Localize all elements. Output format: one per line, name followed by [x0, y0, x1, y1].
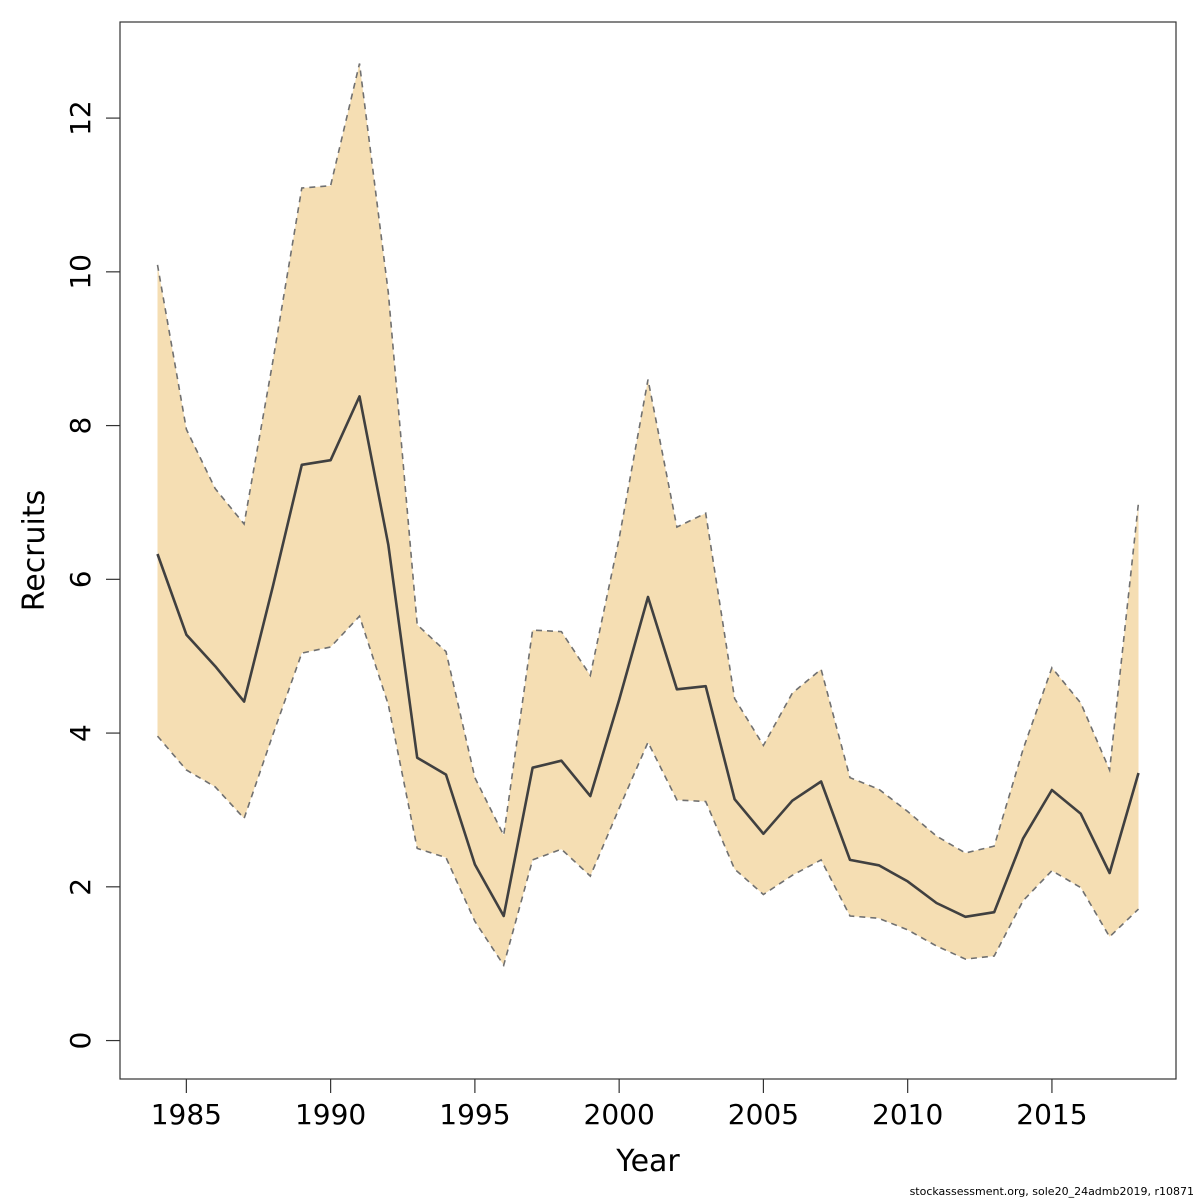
x-tick-label-1985: 1985 — [151, 1098, 222, 1131]
plot-frame — [119, 21, 1177, 1080]
plot-area — [156, 63, 1140, 968]
confidence-band — [157, 63, 1139, 966]
x-axis-title: Year — [615, 1144, 680, 1179]
x-axis: 1985 1990 1995 2000 2005 2010 2015 — [151, 1079, 1088, 1131]
y-tick-label-2: 2 — [64, 878, 97, 896]
lower-bound-line — [156, 614, 1140, 968]
x-tick-label-1990: 1990 — [295, 1098, 366, 1131]
median-line — [156, 395, 1140, 919]
x-tick-label-1995: 1995 — [439, 1098, 510, 1131]
x-tick-label-2010: 2010 — [872, 1098, 943, 1131]
y-axis-title: Recruits — [17, 490, 52, 612]
upper-bound-line — [156, 63, 1140, 854]
x-tick-label-2005: 2005 — [728, 1098, 799, 1131]
y-axis: 0 2 4 6 8 10 12 — [64, 100, 120, 1049]
x-tick-label-2015: 2015 — [1016, 1098, 1087, 1131]
y-tick-label-12: 12 — [64, 100, 97, 136]
x-tick-label-2000: 2000 — [584, 1098, 655, 1131]
y-tick-label-6: 6 — [64, 570, 97, 588]
y-tick-label-4: 4 — [64, 724, 97, 742]
y-tick-label-8: 8 — [64, 417, 97, 435]
footer-credit: stockassessment.org, sole20_24admb2019, … — [909, 1185, 1194, 1198]
y-tick-label-0: 0 — [64, 1032, 97, 1050]
y-tick-label-10: 10 — [64, 254, 97, 290]
